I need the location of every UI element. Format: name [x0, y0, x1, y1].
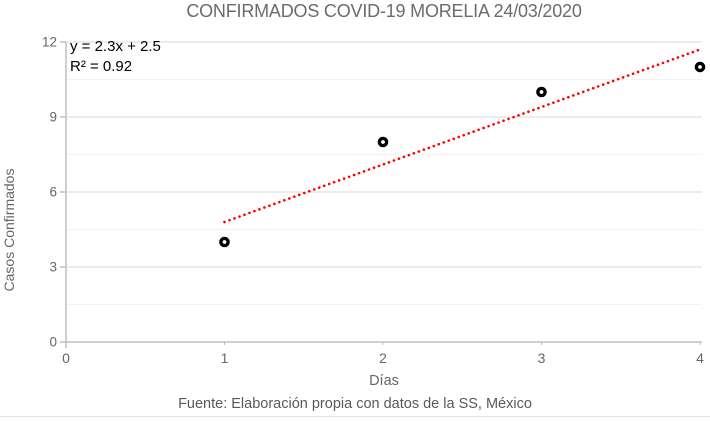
data-point: [536, 86, 547, 98]
y-tick-label: 9: [49, 110, 57, 125]
y-tick-label: 12: [42, 35, 57, 50]
trendline-annotation: y = 2.3x + 2.5 R² = 0.92: [70, 37, 161, 77]
chart-title: CONFIRMADOS COVID-19 MORELIA 24/03/2020: [186, 1, 582, 21]
bottom-divider: [0, 416, 710, 417]
x-axis-title: Días: [369, 373, 399, 389]
x-tick-label: 0: [62, 350, 70, 366]
data-point: [219, 236, 230, 248]
trendline-equation: y = 2.3x + 2.5: [70, 38, 161, 55]
y-tick-label: 6: [49, 185, 57, 200]
x-tick-label: 4: [696, 350, 704, 366]
data-point: [694, 61, 706, 73]
y-tick-label: 3: [49, 260, 57, 275]
x-tick-label: 3: [538, 350, 546, 366]
trend-line: [223, 48, 702, 224]
data-point: [377, 136, 389, 148]
y-tick-label: 0: [49, 335, 57, 350]
r-squared-value: R² = 0.92: [70, 58, 133, 75]
y-axis-title: Casos Confirmados: [1, 168, 17, 292]
x-tick-label: 2: [379, 350, 387, 366]
x-tick-label: 1: [221, 350, 229, 366]
source-caption: Fuente: Elaboración propia con datos de …: [178, 396, 532, 412]
